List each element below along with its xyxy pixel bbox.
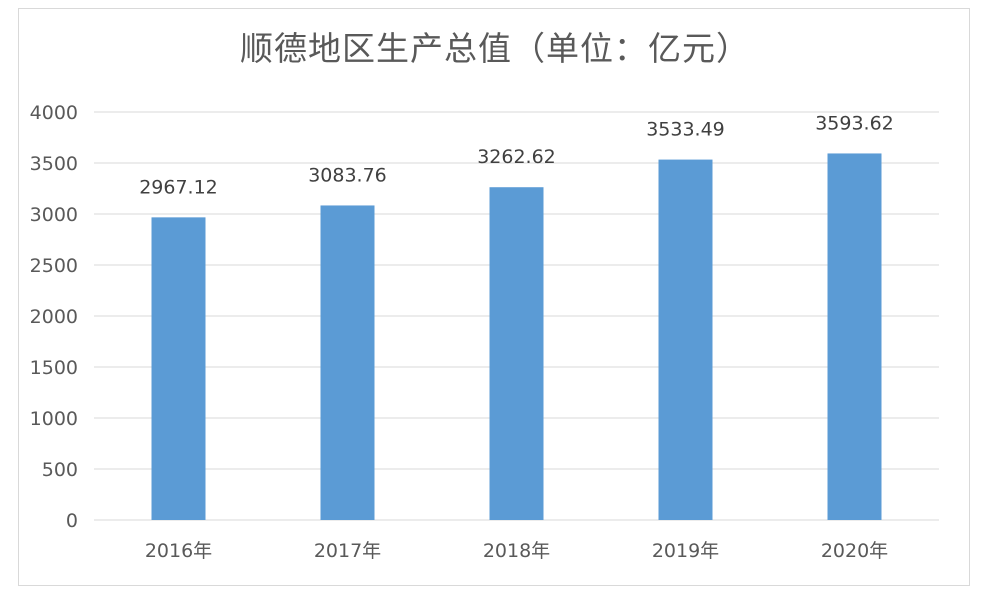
chart-title: 顺德地区生产总值（单位：亿元） [240, 29, 750, 68]
bar [658, 159, 713, 520]
bar [489, 187, 544, 520]
y-tick-label: 3000 [30, 204, 78, 226]
y-tick-label: 0 [66, 510, 78, 532]
y-tick-label: 500 [42, 459, 78, 481]
data-label: 3533.49 [646, 119, 725, 141]
bar [827, 153, 882, 521]
x-tick-label: 2019年 [652, 540, 719, 562]
y-tick-label: 3500 [30, 153, 78, 175]
y-tick-label: 2000 [30, 306, 78, 328]
data-label: 2967.12 [139, 176, 218, 198]
bar [320, 205, 375, 520]
data-label: 3593.62 [815, 112, 894, 134]
x-tick-label: 2018年 [483, 540, 550, 562]
data-label: 3083.76 [308, 164, 387, 186]
data-label: 3262.62 [477, 146, 556, 168]
y-tick-label: 4000 [30, 102, 78, 124]
x-tick-label: 2017年 [314, 540, 381, 562]
x-tick-label: 2016年 [145, 540, 212, 562]
y-tick-label: 2500 [30, 255, 78, 277]
x-tick-label: 2020年 [821, 540, 888, 562]
y-tick-label: 1500 [30, 357, 78, 379]
y-tick-label: 1000 [30, 408, 78, 430]
bar [151, 217, 206, 520]
